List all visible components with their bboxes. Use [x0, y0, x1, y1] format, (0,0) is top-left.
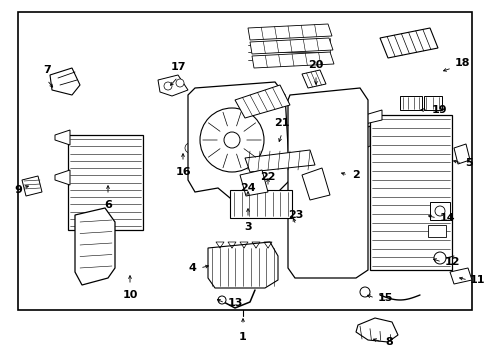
Bar — [230, 190, 292, 218]
Polygon shape — [245, 150, 315, 172]
Circle shape — [224, 132, 240, 148]
Circle shape — [176, 79, 184, 87]
Polygon shape — [362, 126, 370, 150]
Circle shape — [200, 108, 264, 172]
Text: 17: 17 — [170, 62, 186, 72]
Circle shape — [197, 140, 207, 150]
Bar — [424, 96, 442, 110]
Bar — [428, 225, 446, 237]
Polygon shape — [250, 38, 333, 54]
Polygon shape — [50, 68, 80, 95]
Text: 13: 13 — [228, 298, 244, 308]
Polygon shape — [380, 28, 438, 58]
Polygon shape — [365, 110, 382, 124]
Text: 3: 3 — [244, 222, 252, 232]
Text: 10: 10 — [122, 290, 138, 300]
Polygon shape — [235, 85, 290, 118]
Text: 21: 21 — [274, 118, 290, 128]
Text: 23: 23 — [288, 210, 304, 220]
Text: 24: 24 — [240, 183, 256, 193]
Text: 6: 6 — [104, 200, 112, 210]
Text: 20: 20 — [308, 60, 324, 70]
Text: 19: 19 — [432, 105, 448, 115]
Polygon shape — [450, 268, 472, 284]
Text: 2: 2 — [352, 170, 360, 180]
Polygon shape — [158, 75, 188, 96]
Text: 12: 12 — [445, 257, 461, 267]
Bar — [430, 202, 450, 220]
Polygon shape — [75, 208, 115, 285]
Circle shape — [435, 206, 445, 216]
Polygon shape — [454, 144, 470, 164]
Circle shape — [191, 163, 201, 173]
Bar — [18, 12, 472, 310]
Circle shape — [203, 157, 213, 167]
Circle shape — [185, 143, 195, 153]
Polygon shape — [288, 88, 368, 278]
Circle shape — [434, 252, 446, 264]
Polygon shape — [188, 82, 290, 198]
Polygon shape — [252, 52, 334, 68]
Polygon shape — [356, 318, 398, 342]
Text: 9: 9 — [14, 185, 22, 195]
Polygon shape — [22, 176, 42, 196]
Polygon shape — [302, 70, 326, 88]
Text: 4: 4 — [188, 263, 196, 273]
Polygon shape — [208, 242, 278, 288]
Text: 14: 14 — [440, 213, 456, 223]
Polygon shape — [55, 130, 70, 145]
Circle shape — [360, 287, 370, 297]
Text: 7: 7 — [43, 65, 51, 75]
Polygon shape — [248, 24, 332, 40]
Bar — [68, 135, 143, 230]
Bar — [370, 115, 452, 270]
Text: 5: 5 — [465, 158, 473, 168]
Polygon shape — [302, 168, 330, 200]
Polygon shape — [55, 170, 70, 185]
Text: 16: 16 — [175, 167, 191, 177]
Text: 11: 11 — [470, 275, 486, 285]
Text: 8: 8 — [385, 337, 393, 347]
Circle shape — [197, 150, 207, 160]
Circle shape — [164, 82, 172, 90]
Text: 22: 22 — [260, 172, 276, 182]
Text: 18: 18 — [455, 58, 470, 68]
Bar — [400, 96, 422, 110]
Circle shape — [218, 296, 226, 304]
Text: 15: 15 — [378, 293, 393, 303]
Text: 1: 1 — [239, 332, 247, 342]
Polygon shape — [240, 170, 268, 196]
